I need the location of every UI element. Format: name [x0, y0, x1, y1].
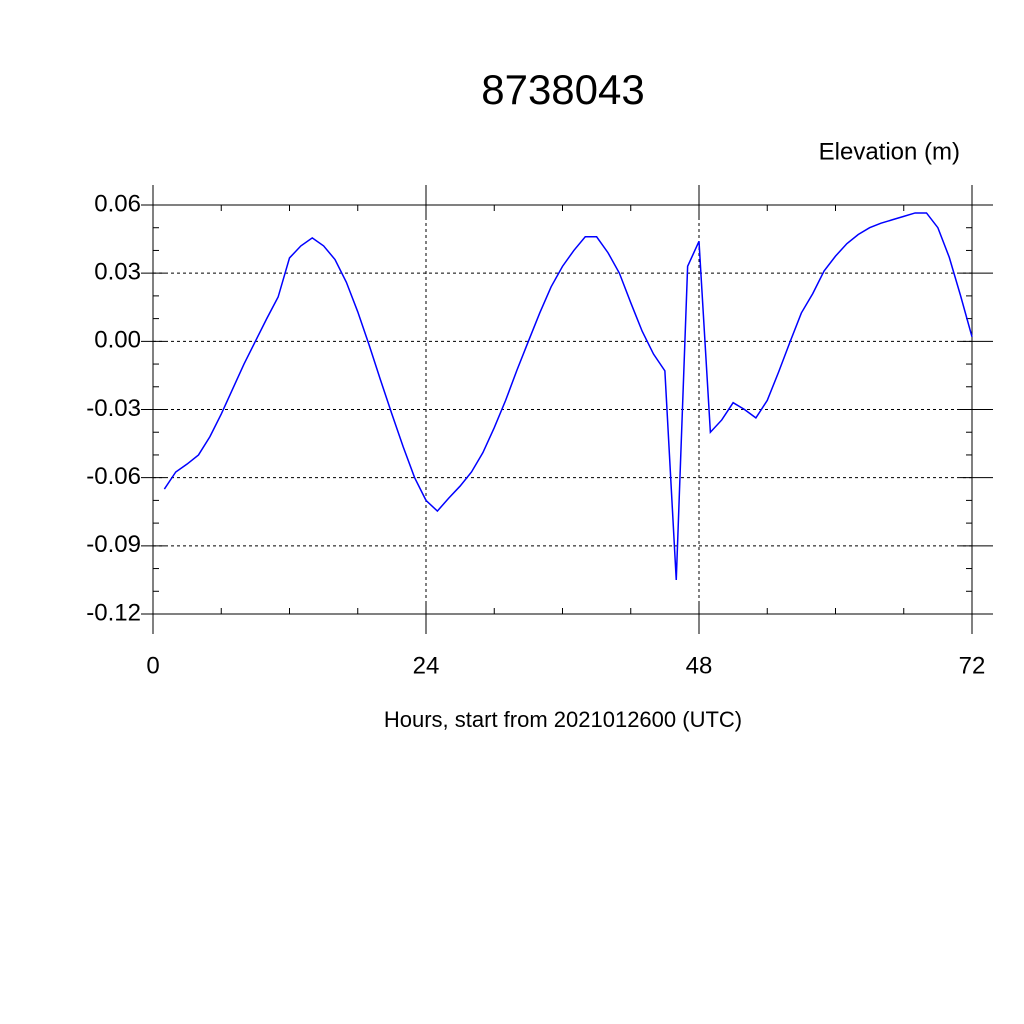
data-line [163, 212, 973, 580]
chart-title: 8738043 [481, 66, 645, 113]
y-tick-label: 0.00 [94, 327, 141, 354]
y-axis-label: Elevation (m) [819, 138, 960, 165]
y-tick-label: -0.06 [86, 463, 141, 490]
x-tick-label: 24 [413, 652, 440, 679]
x-axis-label: Hours, start from 2021012600 (UTC) [384, 707, 742, 732]
plot-frame [152, 204, 973, 615]
y-tick-label: 0.06 [94, 190, 141, 217]
y-tick-label: 0.03 [94, 259, 141, 286]
y-tick-label: -0.12 [86, 599, 141, 626]
y-tick-label: -0.03 [86, 395, 141, 422]
x-tick-label: 48 [686, 652, 713, 679]
x-tick-label: 72 [959, 652, 986, 679]
y-tick-label: -0.09 [86, 531, 141, 558]
x-tick-label: 0 [146, 652, 159, 679]
